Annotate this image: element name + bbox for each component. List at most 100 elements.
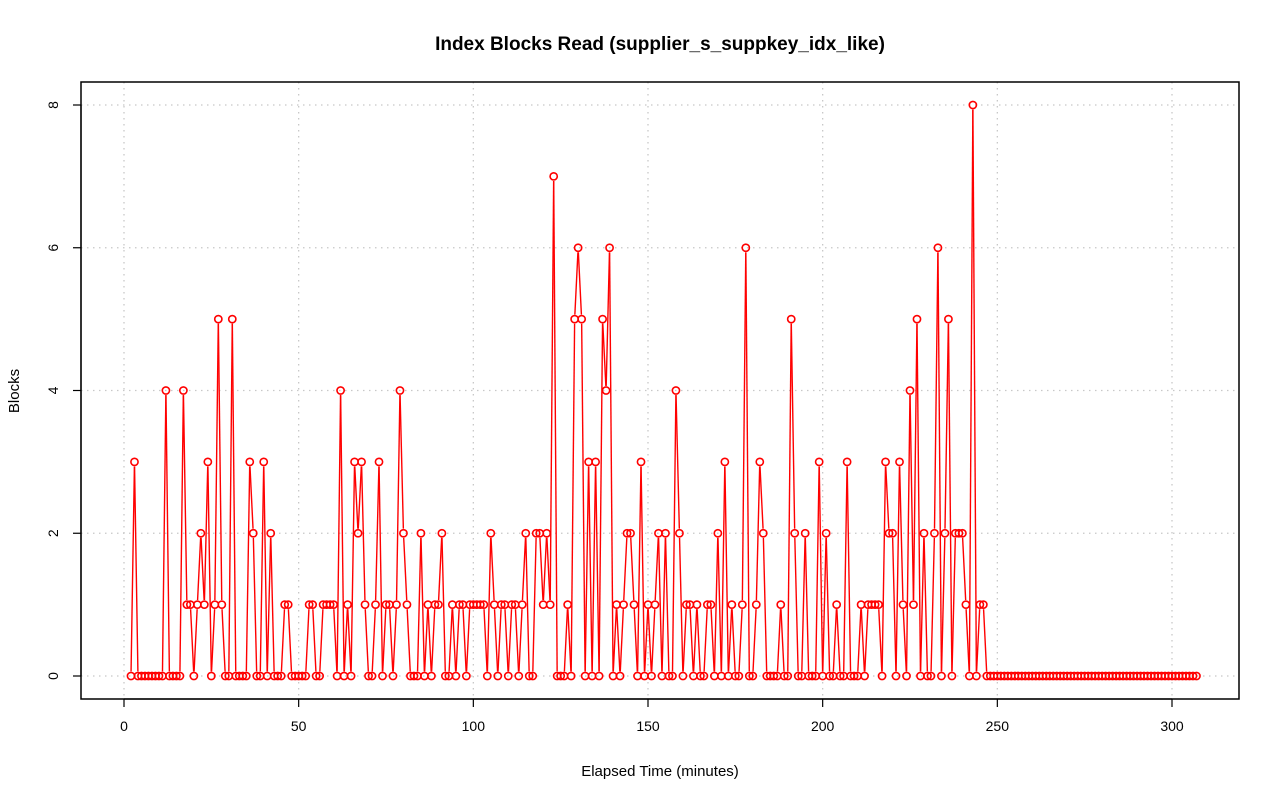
series-segment — [490, 537, 495, 601]
data-point — [248, 528, 258, 538]
data-point — [182, 600, 192, 610]
series-segment — [640, 466, 646, 672]
series-segment — [252, 537, 258, 672]
data-point — [329, 600, 338, 610]
data-point — [175, 671, 185, 681]
series-segment — [623, 537, 628, 601]
series-segment — [982, 609, 988, 672]
data-point — [933, 243, 943, 253]
data-point — [542, 528, 552, 538]
data-point — [584, 457, 594, 467]
series-segment — [654, 537, 659, 601]
series-segment — [832, 609, 838, 672]
x-tick-label: 150 — [636, 718, 660, 734]
data-point — [877, 671, 887, 681]
data-point — [357, 457, 366, 467]
x-axis-label: Elapsed Time (minutes) — [581, 763, 739, 780]
series-segment — [395, 395, 401, 601]
series-segment — [350, 466, 356, 672]
data-point — [1188, 671, 1198, 681]
data-point — [283, 600, 293, 610]
x-tick-label: 250 — [986, 718, 1010, 734]
series-segment — [860, 609, 866, 672]
data-point — [451, 671, 461, 681]
series-segment — [752, 609, 757, 672]
series-segment — [378, 466, 384, 672]
data-point — [891, 671, 901, 681]
data-point — [339, 671, 349, 681]
y-axis-label: Blocks — [6, 369, 23, 413]
data-point — [971, 671, 981, 681]
series-segment — [591, 466, 597, 672]
data-point — [392, 600, 401, 610]
data-point — [371, 600, 380, 610]
data-point — [937, 671, 946, 681]
data-point — [678, 671, 688, 681]
data-point — [517, 600, 527, 610]
series-segment — [312, 609, 317, 672]
series-segment — [567, 609, 572, 672]
series-segment — [553, 180, 558, 672]
series-segment — [546, 537, 551, 601]
data-point — [713, 528, 723, 538]
data-point — [203, 457, 213, 467]
data-point — [343, 600, 352, 610]
data-point — [692, 600, 702, 610]
series-segment — [787, 323, 792, 672]
series-segment — [336, 395, 342, 672]
data-point — [378, 671, 387, 681]
data-point — [978, 600, 988, 610]
series-segment — [451, 609, 457, 672]
data-point — [919, 528, 929, 538]
series-segment — [214, 323, 219, 601]
series-segment — [339, 395, 345, 672]
series-segment — [804, 537, 810, 672]
data-point — [793, 671, 803, 681]
data-point — [227, 314, 237, 324]
series-segment — [280, 609, 286, 672]
series-segment — [738, 609, 743, 672]
series-segment — [563, 609, 569, 672]
series-segment — [465, 609, 471, 672]
data-point — [619, 600, 628, 610]
series-segment — [133, 466, 139, 672]
data-point — [734, 671, 744, 681]
series-segment — [605, 252, 611, 386]
data-point — [779, 671, 789, 681]
data-point — [493, 671, 503, 681]
data-point — [308, 600, 318, 610]
series-segment — [437, 537, 443, 601]
series-segment — [885, 466, 890, 529]
data-point — [755, 457, 765, 467]
series-segment — [486, 537, 492, 672]
series-segment — [549, 180, 555, 601]
data-point — [528, 671, 538, 681]
data-point — [440, 671, 450, 681]
data-point — [591, 457, 600, 467]
data-point — [744, 671, 754, 681]
data-point — [266, 528, 276, 538]
series-segment — [916, 323, 922, 672]
series-segment — [382, 609, 387, 672]
series-segment — [689, 609, 694, 672]
data-point — [496, 600, 506, 610]
x-tick-label: 0 — [120, 718, 128, 734]
series-segment — [319, 609, 324, 672]
data-point — [748, 671, 758, 681]
data-point — [661, 528, 670, 538]
series-segment — [266, 537, 272, 672]
series — [126, 100, 1201, 681]
data-point — [668, 671, 677, 681]
series-segment — [815, 466, 820, 672]
data-point — [514, 671, 524, 681]
series-segment — [912, 323, 918, 601]
series-segment — [221, 609, 226, 672]
series-segment — [343, 609, 349, 672]
data-point — [409, 671, 419, 681]
data-point — [430, 600, 440, 610]
series-segment — [587, 466, 593, 672]
series-segment — [483, 609, 488, 672]
series-segment — [780, 609, 785, 672]
y-tick-label: 6 — [45, 244, 61, 252]
